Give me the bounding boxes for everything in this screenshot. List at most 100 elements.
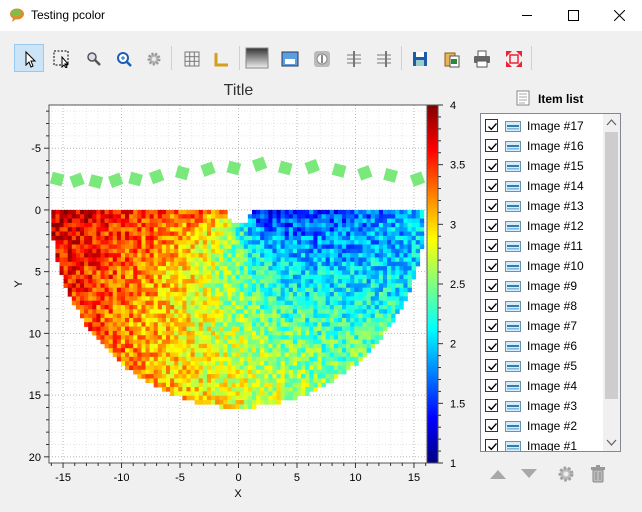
item-checkbox[interactable]	[485, 339, 498, 352]
pcolor-cell	[362, 296, 367, 301]
list-item[interactable]: Image #3	[481, 396, 603, 416]
list-item[interactable]: Image #6	[481, 336, 603, 356]
pcolor-cell	[129, 292, 134, 297]
marker[interactable]	[277, 160, 293, 176]
pcolor-cell	[194, 330, 200, 336]
cross-section-x-button[interactable]	[338, 44, 368, 72]
marker[interactable]	[69, 172, 85, 188]
cross-section-y-button[interactable]	[368, 44, 398, 72]
scroll-up-icon[interactable]	[603, 114, 620, 131]
marker[interactable]	[304, 159, 320, 175]
scrollbar-thumb[interactable]	[605, 132, 618, 399]
pcolor-cell	[366, 348, 371, 353]
select-tool-button[interactable]	[14, 44, 44, 72]
list-item[interactable]: Image #8	[481, 296, 603, 316]
colormap-button[interactable]	[242, 44, 272, 72]
save-button[interactable]	[404, 44, 434, 72]
list-item[interactable]: Image #2	[481, 416, 603, 436]
contrast-button[interactable]	[306, 44, 336, 72]
pcolor-cell	[182, 300, 187, 306]
marker[interactable]	[383, 168, 398, 183]
marker[interactable]	[226, 160, 242, 176]
marker[interactable]	[331, 163, 347, 178]
minimize-button[interactable]	[504, 0, 550, 31]
maximize-button[interactable]	[550, 0, 596, 31]
pcolor-cell	[165, 296, 171, 301]
pcolor-cell	[284, 214, 290, 219]
item-checkbox[interactable]	[485, 239, 498, 252]
pcolor-cell	[120, 304, 126, 310]
zoom-button[interactable]	[78, 44, 108, 72]
pcolor-cell	[104, 222, 109, 228]
marker[interactable]	[251, 156, 268, 172]
item-checkbox[interactable]	[485, 179, 498, 192]
zoom-fit-button[interactable]	[108, 44, 138, 72]
close-button[interactable]	[596, 0, 642, 31]
item-checkbox[interactable]	[485, 279, 498, 292]
list-item[interactable]: Image #10	[481, 256, 603, 276]
pcolor-cell	[219, 330, 224, 336]
scroll-down-icon[interactable]	[603, 434, 620, 451]
list-item[interactable]: Image #5	[481, 356, 603, 376]
print-button[interactable]	[466, 44, 496, 72]
move-down-button[interactable]	[517, 462, 541, 486]
marker[interactable]	[357, 165, 373, 181]
marker[interactable]	[409, 171, 426, 187]
move-up-button[interactable]	[486, 462, 510, 486]
axes-button[interactable]	[206, 44, 236, 72]
pcolor-cell	[247, 231, 253, 237]
list-item[interactable]: Image #17	[481, 116, 603, 136]
pcolor-image[interactable]	[51, 209, 425, 409]
item-settings-button[interactable]	[554, 462, 578, 486]
pcolor-cell	[321, 209, 326, 215]
delete-item-button[interactable]	[586, 462, 610, 486]
item-checkbox[interactable]	[485, 219, 498, 232]
marker[interactable]	[200, 161, 216, 177]
item-checkbox[interactable]	[485, 159, 498, 172]
marker[interactable]	[49, 171, 65, 187]
marker[interactable]	[175, 165, 190, 181]
item-checkbox[interactable]	[485, 319, 498, 332]
pcolor-cell	[292, 387, 298, 392]
marker[interactable]	[148, 168, 165, 185]
marker[interactable]	[107, 172, 124, 188]
list-item[interactable]: Image #15	[481, 156, 603, 176]
list-item[interactable]: Image #7	[481, 316, 603, 336]
item-checkbox[interactable]	[485, 199, 498, 212]
item-checkbox[interactable]	[485, 419, 498, 432]
pcolor-cell	[174, 391, 179, 397]
rect-zoom-button[interactable]	[46, 44, 76, 72]
item-checkbox[interactable]	[485, 139, 498, 152]
list-item[interactable]: Image #11	[481, 236, 603, 256]
marker[interactable]	[128, 171, 143, 187]
pcolor-cell	[153, 309, 159, 314]
item-checkbox[interactable]	[485, 359, 498, 372]
item-checkbox[interactable]	[485, 379, 498, 392]
full-range-button[interactable]	[498, 44, 528, 72]
list-item[interactable]: Image #13	[481, 196, 603, 216]
pcolor-cell	[174, 248, 179, 254]
item-checkbox[interactable]	[485, 439, 498, 451]
list-item[interactable]: Image #16	[481, 136, 603, 156]
item-list[interactable]: Image #17 Image #16 Image #15 Image #14 Imag…	[480, 113, 621, 452]
list-item[interactable]: Image #9	[481, 276, 603, 296]
grid-button[interactable]	[176, 44, 206, 72]
marker[interactable]	[88, 174, 104, 189]
item-checkbox[interactable]	[485, 299, 498, 312]
item-checkbox[interactable]	[485, 399, 498, 412]
pcolor-cell	[296, 343, 302, 349]
list-item[interactable]: Image #14	[481, 176, 603, 196]
item-checkbox[interactable]	[485, 259, 498, 272]
marker-group[interactable]	[49, 156, 426, 189]
item-checkbox[interactable]	[485, 119, 498, 132]
list-item[interactable]: Image #12	[481, 216, 603, 236]
pcolor-cell	[59, 253, 64, 258]
item-list-scrollbar[interactable]	[603, 114, 620, 451]
settings-button[interactable]	[138, 44, 168, 72]
pcolor-cell	[358, 231, 363, 237]
list-item[interactable]: Image #4	[481, 376, 603, 396]
image-stats-button[interactable]	[274, 44, 304, 72]
list-item[interactable]: Image #1	[481, 436, 603, 451]
copy-button[interactable]	[436, 44, 466, 72]
